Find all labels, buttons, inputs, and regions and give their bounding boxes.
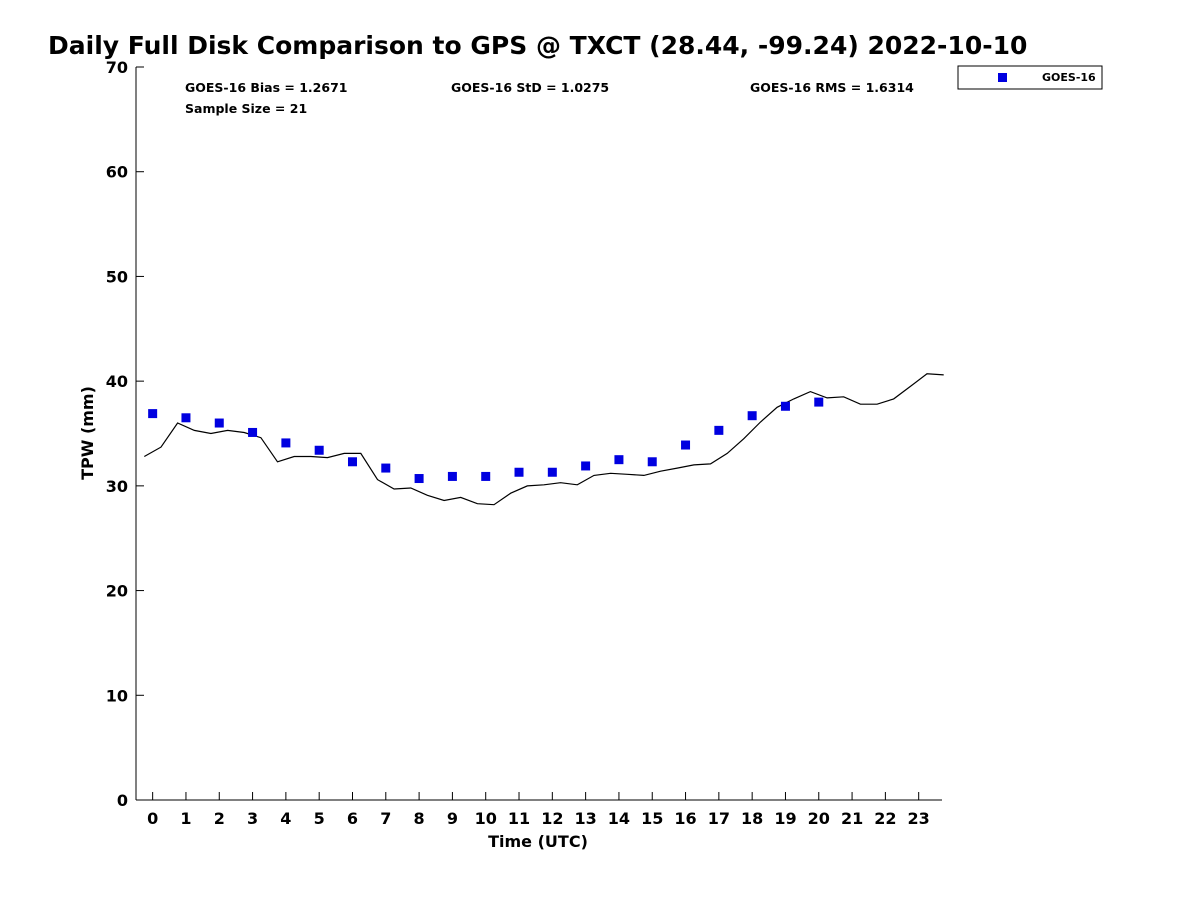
goes-16-point	[381, 463, 391, 473]
sample-size-annotation: Sample Size = 21	[185, 101, 307, 116]
y-axis-label: TPW (mm)	[78, 386, 97, 480]
x-tick-label: 3	[247, 809, 258, 828]
x-ticks: 0 1 2 3 4 5 6 7 8 9 10 11 12 13 14 15 16 17 18 19 20 21 22 23	[147, 792, 930, 828]
x-tick-label: 18	[741, 809, 763, 828]
goes-16-point	[314, 445, 324, 455]
x-tick-label: 17	[708, 809, 730, 828]
goes-16-point	[481, 471, 491, 481]
x-tick-label: 12	[541, 809, 563, 828]
goes-16-point	[414, 474, 424, 484]
x-tick-label: 23	[908, 809, 930, 828]
y-tick-label: 0	[117, 791, 128, 810]
bias-annotation: GOES-16 Bias = 1.2671	[185, 80, 347, 95]
stats-annotations: GOES-16 Bias = 1.2671 GOES-16 StD = 1.02…	[185, 80, 914, 116]
x-tick-label: 8	[414, 809, 425, 828]
legend-marker	[998, 73, 1007, 82]
goes-16-point	[814, 397, 824, 407]
goes-16-point	[514, 467, 524, 477]
x-axis-label: Time (UTC)	[488, 832, 588, 851]
goes-16-point	[714, 425, 724, 435]
x-tick-label: 16	[674, 809, 696, 828]
x-tick-label: 6	[347, 809, 358, 828]
goes-16-point	[614, 455, 624, 465]
x-tick-label: 7	[380, 809, 391, 828]
goes-16-point	[281, 438, 291, 448]
chart-title: Daily Full Disk Comparison to GPS @ TXCT…	[48, 31, 1027, 60]
goes-16-point	[447, 471, 457, 481]
x-tick-label: 10	[475, 809, 497, 828]
x-tick-label: 4	[280, 809, 291, 828]
rms-annotation: GOES-16 RMS = 1.6314	[750, 80, 914, 95]
goes-16-point	[681, 440, 691, 450]
goes-16-point	[647, 457, 657, 467]
legend-box	[957, 65, 1103, 90]
goes-16-point	[248, 427, 258, 437]
x-tick-label: 21	[841, 809, 863, 828]
goes-16-point	[747, 411, 757, 421]
x-tick-label: 14	[608, 809, 630, 828]
goes-16-point	[581, 461, 591, 471]
x-tick-label: 2	[214, 809, 225, 828]
goes-16-point	[214, 418, 224, 428]
x-tick-label: 9	[447, 809, 458, 828]
x-tick-label: 19	[774, 809, 796, 828]
goes-16-point	[780, 401, 790, 411]
x-tick-label: 5	[314, 809, 325, 828]
y-tick-label: 70	[106, 58, 128, 77]
goes-16-point	[547, 467, 557, 477]
std-annotation: GOES-16 StD = 1.0275	[451, 80, 609, 95]
legend: GOES-16	[957, 65, 1103, 90]
x-tick-label: 13	[574, 809, 596, 828]
legend-label: GOES-16	[1042, 71, 1096, 84]
y-tick-label: 20	[106, 582, 128, 601]
x-tick-label: 15	[641, 809, 663, 828]
x-tick-label: 0	[147, 809, 158, 828]
y-tick-label: 40	[106, 372, 128, 391]
y-ticks: 0 10 20 30 40 50 60 70	[106, 58, 144, 810]
goes-16-scatter-series	[148, 397, 824, 484]
x-tick-label: 11	[508, 809, 530, 828]
gps-line	[144, 373, 944, 506]
y-tick-label: 10	[106, 686, 128, 705]
goes-16-point	[181, 413, 191, 423]
gps-line-series	[144, 373, 944, 506]
y-tick-label: 30	[106, 477, 128, 496]
x-tick-label: 22	[874, 809, 896, 828]
y-tick-label: 60	[106, 163, 128, 182]
y-tick-label: 50	[106, 267, 128, 286]
x-tick-label: 20	[808, 809, 830, 828]
goes-16-point	[347, 457, 357, 467]
goes-16-point	[148, 409, 158, 419]
x-tick-label: 1	[180, 809, 191, 828]
